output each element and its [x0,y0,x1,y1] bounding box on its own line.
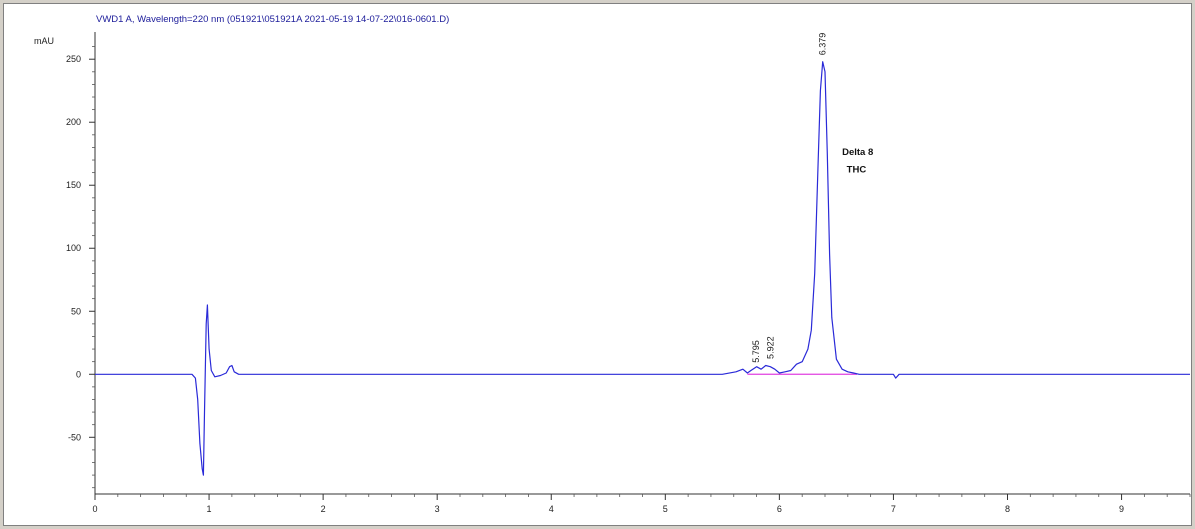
series-layer [95,61,1190,476]
peak-retention-label: 6.379 [818,33,828,56]
x-tick-label: 0 [92,504,97,514]
x-tick-label: 5 [663,504,668,514]
peak-retention-label: 5.795 [751,340,761,363]
y-tick-label: 200 [66,117,81,127]
x-tick-label: 2 [321,504,326,514]
y-tick-label: 100 [66,243,81,253]
y-tick-label: 150 [66,180,81,190]
y-axis-label: mAU [34,36,54,46]
y-tick-label: -50 [68,432,81,442]
peak-annotation: Delta 8 [842,147,873,158]
chromatogram-window: VWD1 A, Wavelength=220 nm (051921\051921… [3,3,1192,526]
axes [94,32,1190,495]
y-tick-label: 0 [76,369,81,379]
x-tick-label: 7 [891,504,896,514]
x-tick-label: 4 [549,504,554,514]
peak-retention-label: 5.922 [765,336,775,359]
signal-trace [95,61,1190,476]
x-tick-label: 1 [207,504,212,514]
chromatogram-chart: VWD1 A, Wavelength=220 nm (051921\051921… [34,14,1191,514]
peak-annotation: THC [847,165,867,176]
peak-labels-layer: 5.795 5.922 6.379 Delta 8 THC [751,33,873,363]
y-tick-label: 50 [71,306,81,316]
y-tick-label: 250 [66,54,81,64]
chart-title: VWD1 A, Wavelength=220 nm (051921\051921… [96,14,449,25]
x-tick-label: 3 [435,504,440,514]
x-tick-label: 6 [777,504,782,514]
axis-ticks: -50 0 50 100 150 200 250 0 1 2 3 4 5 6 7 8 9 [66,46,1191,514]
x-tick-label: 8 [1005,504,1010,514]
x-tick-label: 9 [1119,504,1124,514]
